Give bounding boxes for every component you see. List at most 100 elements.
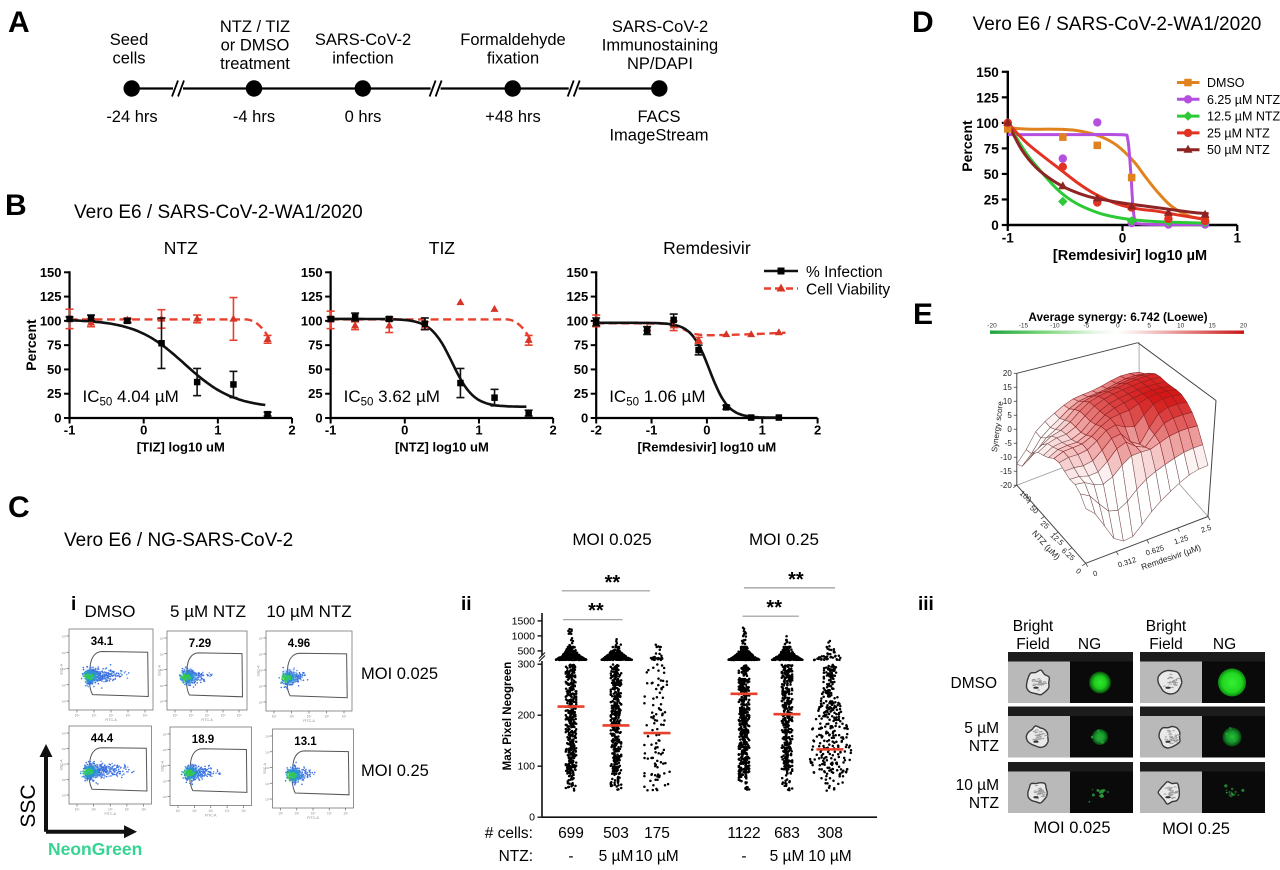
svg-text:10 µM NTZ: 10 µM NTZ bbox=[266, 602, 351, 621]
svg-text:0: 0 bbox=[703, 423, 710, 438]
svg-text:50 µM NTZ: 50 µM NTZ bbox=[1207, 143, 1270, 157]
svg-text:12.5 µM NTZ: 12.5 µM NTZ bbox=[1207, 110, 1280, 124]
svg-text:10³: 10³ bbox=[189, 714, 194, 718]
svg-text:infection: infection bbox=[332, 49, 393, 67]
svg-text:10³: 10³ bbox=[160, 652, 164, 656]
svg-text:SSC-A: SSC-A bbox=[158, 664, 162, 676]
svg-text:125: 125 bbox=[40, 289, 62, 304]
svg-text:NP/DAPI: NP/DAPI bbox=[627, 55, 693, 73]
svg-text:25: 25 bbox=[308, 386, 322, 401]
svg-text:IC50 3.62 µM: IC50 3.62 µM bbox=[344, 387, 440, 409]
svg-text:150: 150 bbox=[976, 65, 999, 80]
svg-text:13.1: 13.1 bbox=[294, 736, 317, 748]
svg-text:5 µM NTZ: 5 µM NTZ bbox=[170, 602, 246, 621]
svg-text:10³: 10³ bbox=[173, 714, 178, 718]
svg-text:10³: 10³ bbox=[141, 808, 146, 812]
svg-text:10³: 10³ bbox=[163, 748, 167, 752]
svg-text:A: A bbox=[8, 6, 30, 39]
svg-text:75: 75 bbox=[308, 338, 322, 353]
svg-text:100: 100 bbox=[40, 313, 62, 328]
svg-text:10³: 10³ bbox=[163, 795, 167, 799]
svg-text:7.29: 7.29 bbox=[189, 638, 211, 650]
svg-text:100: 100 bbox=[301, 313, 323, 328]
svg-text:0: 0 bbox=[991, 218, 999, 233]
svg-text:1: 1 bbox=[214, 423, 221, 438]
svg-text:-2: -2 bbox=[590, 423, 602, 438]
svg-text:300: 300 bbox=[517, 659, 535, 671]
svg-text:10³: 10³ bbox=[109, 714, 114, 718]
svg-text:10³: 10³ bbox=[324, 715, 329, 719]
svg-text:-1: -1 bbox=[325, 423, 337, 438]
svg-text:-1: -1 bbox=[1002, 231, 1014, 246]
svg-text:fixation: fixation bbox=[487, 49, 539, 67]
svg-text:10³: 10³ bbox=[62, 747, 66, 751]
svg-text:10³: 10³ bbox=[265, 750, 269, 754]
svg-text:B: B bbox=[5, 189, 27, 222]
svg-text:10³: 10³ bbox=[307, 715, 312, 719]
svg-text:FITC-A: FITC-A bbox=[104, 812, 116, 816]
svg-text:150: 150 bbox=[301, 265, 323, 280]
svg-text:10³: 10³ bbox=[259, 685, 263, 689]
svg-text:2: 2 bbox=[288, 423, 295, 438]
svg-text:10³: 10³ bbox=[62, 700, 66, 704]
svg-text:125: 125 bbox=[301, 289, 323, 304]
svg-text:IC50 4.04 µM: IC50 4.04 µM bbox=[83, 387, 179, 409]
svg-text:0: 0 bbox=[529, 812, 535, 824]
svg-text:100: 100 bbox=[566, 313, 588, 328]
svg-text:MOI 0.25: MOI 0.25 bbox=[749, 530, 819, 549]
svg-text:1500: 1500 bbox=[512, 615, 536, 627]
svg-text:10³: 10³ bbox=[259, 701, 263, 705]
svg-text:10³: 10³ bbox=[225, 809, 230, 813]
svg-text:SSC-A: SSC-A bbox=[161, 760, 165, 772]
svg-text:44.4: 44.4 bbox=[91, 733, 114, 745]
svg-text:1: 1 bbox=[759, 423, 766, 438]
svg-text:1: 1 bbox=[1233, 231, 1241, 246]
svg-text:0: 0 bbox=[54, 411, 61, 426]
svg-text:i: i bbox=[71, 594, 76, 615]
svg-text:125: 125 bbox=[566, 289, 588, 304]
svg-text:75: 75 bbox=[47, 338, 61, 353]
svg-text:NTZ: NTZ bbox=[164, 238, 198, 258]
svg-text:10³: 10³ bbox=[327, 812, 332, 816]
svg-text:10³: 10³ bbox=[163, 779, 167, 783]
svg-text:0: 0 bbox=[1119, 231, 1127, 246]
svg-text:[Remdesivir] log10 uM: [Remdesivir] log10 uM bbox=[638, 440, 777, 455]
svg-text:10³: 10³ bbox=[75, 808, 80, 812]
svg-text:150: 150 bbox=[40, 265, 62, 280]
svg-text:10³: 10³ bbox=[108, 808, 113, 812]
svg-text:25: 25 bbox=[574, 386, 588, 401]
svg-text:10³: 10³ bbox=[92, 714, 97, 718]
svg-text:10³: 10³ bbox=[259, 653, 263, 657]
svg-text:SARS-CoV-2: SARS-CoV-2 bbox=[315, 31, 411, 49]
svg-text:10³: 10³ bbox=[192, 809, 197, 813]
svg-text:Percent: Percent bbox=[23, 319, 39, 371]
svg-text:MOI 0.025: MOI 0.025 bbox=[572, 530, 651, 549]
svg-text:10³: 10³ bbox=[265, 798, 269, 802]
svg-text:NTZ / TIZ: NTZ / TIZ bbox=[220, 18, 290, 36]
svg-text:Cell Viability: Cell Viability bbox=[806, 282, 890, 299]
svg-text:50: 50 bbox=[574, 362, 588, 377]
svg-text:D: D bbox=[912, 6, 934, 39]
svg-text:IC50 1.06 µM: IC50 1.06 µM bbox=[609, 387, 705, 409]
svg-text:50: 50 bbox=[308, 362, 322, 377]
svg-text:10³: 10³ bbox=[160, 637, 164, 641]
svg-text:10³: 10³ bbox=[208, 809, 213, 813]
svg-text:-1: -1 bbox=[64, 423, 76, 438]
svg-text:10³: 10³ bbox=[278, 812, 283, 816]
svg-text:10³: 10³ bbox=[62, 651, 66, 655]
svg-text:[Remdesivir] log10 µM: [Remdesivir] log10 µM bbox=[1053, 248, 1207, 264]
svg-text:10³: 10³ bbox=[163, 733, 167, 737]
svg-text:FITC-A: FITC-A bbox=[201, 718, 213, 722]
svg-text:18.9: 18.9 bbox=[192, 734, 214, 746]
svg-text:10³: 10³ bbox=[126, 714, 131, 718]
svg-text:% Infection: % Infection bbox=[806, 264, 883, 281]
svg-text:10³: 10³ bbox=[265, 782, 269, 786]
svg-text:10³: 10³ bbox=[125, 808, 130, 812]
svg-text:10³: 10³ bbox=[62, 732, 66, 736]
svg-text:[TIZ] log10 uM: [TIZ] log10 uM bbox=[137, 440, 225, 455]
svg-text:FACS: FACS bbox=[637, 108, 680, 126]
svg-text:10³: 10³ bbox=[241, 809, 246, 813]
svg-text:SSC: SSC bbox=[17, 784, 40, 827]
svg-text:or DMSO: or DMSO bbox=[221, 36, 290, 54]
svg-text:treatment: treatment bbox=[220, 55, 290, 73]
